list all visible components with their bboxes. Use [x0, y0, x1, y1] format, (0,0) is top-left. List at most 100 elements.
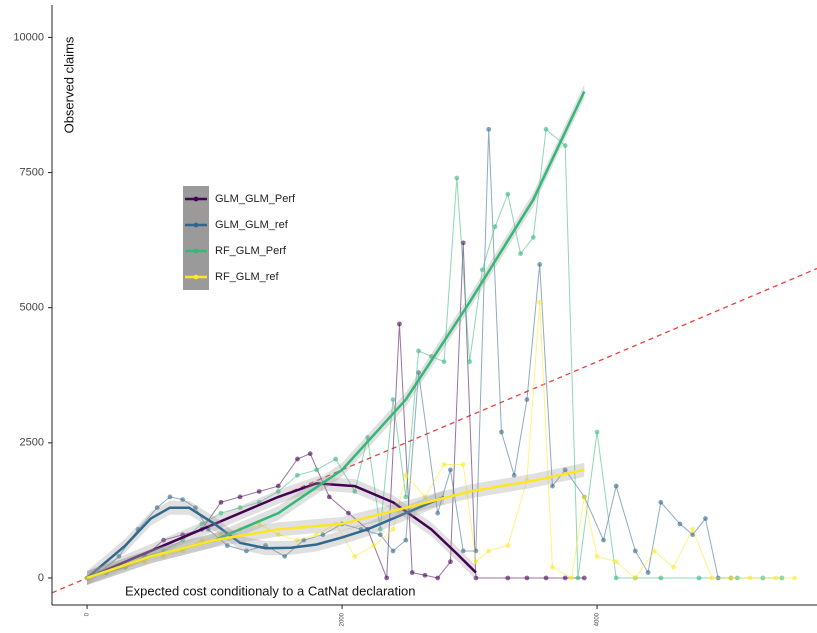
- legend-label: RF_GLM_ref: [215, 271, 280, 283]
- data-point: [441, 462, 447, 467]
- data-point: [632, 575, 638, 581]
- data-point: [142, 559, 147, 565]
- data-point: [422, 494, 428, 500]
- data-point: [543, 575, 549, 581]
- data-point: [518, 251, 523, 257]
- data-point: [658, 575, 664, 581]
- data-point: [422, 572, 428, 578]
- data-point: [384, 575, 390, 581]
- data-point: [295, 456, 300, 462]
- data-point: [524, 397, 530, 402]
- y-tick-label: 5000: [20, 302, 44, 314]
- data-point: [530, 235, 536, 240]
- smooth-line: [86, 468, 585, 580]
- data-point: [256, 489, 262, 494]
- legend: GLM_GLM_Perf GLM_GLM_ref RF_GLM_Perf RF_GLM…: [183, 186, 296, 290]
- data-point: [237, 505, 243, 511]
- data-point: [371, 543, 377, 548]
- data-point: [390, 526, 396, 532]
- data-point: [505, 575, 511, 581]
- data-point: [295, 537, 300, 543]
- smooth-line: [86, 495, 445, 579]
- y-tick-label: 7500: [20, 166, 44, 178]
- x-tick-label: 4000: [595, 612, 601, 626]
- legend-key-point: [193, 274, 199, 280]
- data-point: [479, 267, 485, 273]
- data-point: [314, 532, 319, 538]
- data-point: [524, 575, 530, 581]
- data-point: [116, 553, 122, 559]
- data-point: [416, 348, 421, 354]
- data-point: [511, 472, 517, 478]
- data-point: [677, 521, 683, 527]
- data-point: [390, 397, 396, 402]
- y-tick-label: 0: [38, 572, 44, 584]
- x-tick-label: 0: [85, 612, 91, 616]
- data-point: [537, 299, 543, 305]
- data-point: [747, 575, 753, 581]
- data-point: [773, 575, 778, 581]
- data-point: [403, 537, 409, 543]
- data-point: [543, 126, 549, 132]
- data-point: [690, 526, 696, 532]
- legend-key-point: [193, 222, 199, 228]
- data-point: [703, 516, 708, 521]
- data-point: [320, 532, 326, 538]
- data-point: [460, 462, 466, 467]
- data-point: [613, 575, 619, 581]
- data-point: [562, 575, 568, 581]
- data-point: [295, 472, 300, 478]
- data-point: [569, 575, 574, 581]
- data-point: [473, 559, 479, 565]
- data-point: [505, 543, 511, 548]
- data-point: [390, 548, 396, 554]
- legend-key-point: [193, 196, 199, 202]
- data-point: [460, 548, 466, 554]
- data-point: [562, 143, 568, 148]
- data-point: [613, 483, 619, 489]
- data-point: [180, 497, 186, 502]
- data-point: [167, 494, 173, 500]
- data-point: [416, 370, 421, 375]
- y-axis-label: Observed claims: [61, 36, 76, 133]
- data-point: [377, 532, 383, 538]
- data-point: [275, 532, 281, 538]
- data-point: [326, 494, 332, 500]
- data-point: [613, 559, 619, 565]
- data-point: [346, 510, 351, 516]
- legend-label: RF_GLM_Perf: [215, 245, 287, 257]
- data-point: [199, 537, 205, 543]
- data-point: [237, 494, 243, 500]
- data-point: [594, 429, 600, 435]
- data-point: [581, 575, 587, 581]
- legend-label: GLM_GLM_ref: [215, 219, 289, 231]
- data-point: [314, 467, 319, 473]
- data-point: [154, 505, 160, 511]
- data-point: [505, 191, 511, 197]
- y-tick-label: 10000: [13, 31, 44, 43]
- data-point: [352, 489, 358, 494]
- data-point: [467, 359, 472, 365]
- smooth-line: [86, 90, 586, 580]
- data-point: [435, 510, 441, 516]
- data-point: [658, 499, 664, 505]
- data-point: [492, 224, 498, 230]
- data-point: [307, 451, 313, 457]
- legend-key-point: [193, 248, 199, 254]
- data-point: [409, 570, 415, 575]
- data-point: [581, 494, 587, 500]
- data-point: [403, 494, 409, 500]
- data-point: [632, 548, 638, 554]
- data-point: [448, 467, 453, 473]
- data-point: [575, 575, 581, 581]
- data-point: [486, 126, 492, 132]
- smooth-line: [86, 482, 477, 580]
- data-point: [275, 483, 281, 489]
- x-tick-label: 2000: [340, 612, 346, 626]
- data-point: [275, 489, 281, 494]
- data-point: [403, 472, 409, 478]
- data-point: [728, 575, 734, 581]
- data-point: [441, 359, 447, 365]
- data-point: [244, 548, 249, 554]
